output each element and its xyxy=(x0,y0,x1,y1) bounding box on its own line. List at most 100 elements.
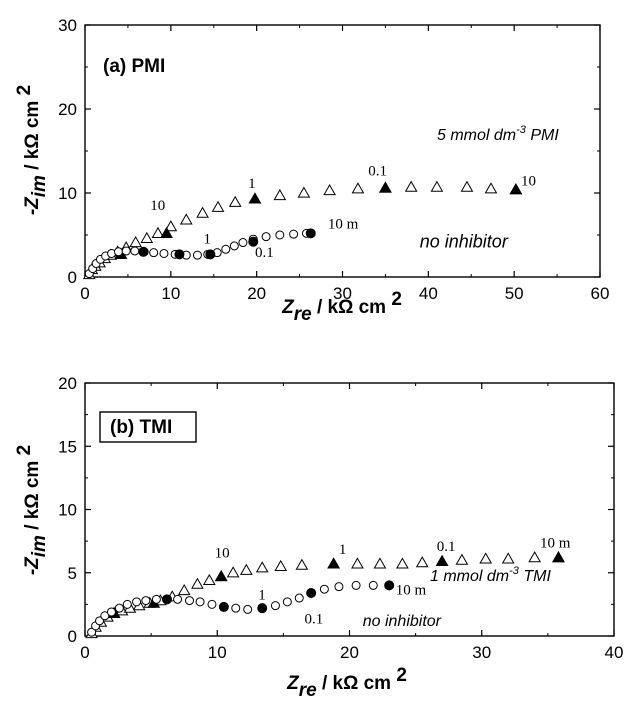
open-circle-point xyxy=(368,580,378,590)
open-circle-point xyxy=(113,247,123,257)
filled-circle-point xyxy=(161,594,172,605)
filled-circle-point xyxy=(205,249,216,260)
open-triangle-point xyxy=(430,180,444,192)
open-triangle-point xyxy=(455,553,469,565)
open-triangle-point xyxy=(140,231,154,243)
open-triangle-point xyxy=(373,557,387,569)
open-circle-point xyxy=(221,244,231,254)
frequency-label: 0.1 xyxy=(255,245,274,261)
open-triangle-point xyxy=(484,182,498,194)
open-circle-point xyxy=(184,596,194,606)
filled-circle-point xyxy=(248,236,259,247)
filled-circle-point xyxy=(218,601,229,612)
open-triangle-point xyxy=(528,551,542,563)
frequency-label: 1 xyxy=(258,587,266,603)
y-axis-label: -Zim / kΩ cm 2 xyxy=(14,445,50,575)
frequency-label: 10 xyxy=(150,198,165,214)
open-circle-point xyxy=(121,246,131,256)
open-circle-point xyxy=(122,599,132,609)
x-tick-label: 40 xyxy=(605,643,624,662)
panel-label: (b) TMI xyxy=(110,417,172,438)
open-circle-point xyxy=(351,580,361,590)
frequency-label: 10 xyxy=(215,546,230,562)
x-tick-label: 30 xyxy=(472,643,491,662)
y-tick-label: 15 xyxy=(58,437,77,456)
frequency-label: 10 m xyxy=(540,535,571,551)
open-triangle-point xyxy=(179,213,193,225)
frequency-label: 0.1 xyxy=(437,539,456,555)
open-circle-point xyxy=(192,250,202,260)
open-triangle-point xyxy=(323,183,336,196)
open-triangle-point xyxy=(228,195,242,207)
frequency-label: 0.1 xyxy=(305,611,324,627)
x-tick-label: 60 xyxy=(591,284,610,303)
filled-circle-point xyxy=(305,228,316,239)
open-circle-point xyxy=(289,229,299,239)
open-triangle-point xyxy=(501,552,515,564)
open-circle-point xyxy=(195,597,205,607)
frequency-label: 1 xyxy=(248,176,256,192)
filled-triangle-point xyxy=(435,554,449,566)
open-circle-point xyxy=(149,248,159,258)
open-circle-point xyxy=(282,597,292,607)
open-circle-point xyxy=(106,607,116,617)
x-tick-label: 20 xyxy=(340,643,359,662)
open-triangle-point xyxy=(129,236,143,248)
open-circle-point xyxy=(319,584,329,594)
filled-triangle-point xyxy=(160,226,173,238)
y-tick-label: 20 xyxy=(58,374,77,393)
open-triangle-point xyxy=(351,557,364,569)
filled-triangle-point xyxy=(552,551,565,563)
open-circle-point xyxy=(270,601,280,611)
y-tick-label: 0 xyxy=(68,627,77,646)
open-circle-point xyxy=(229,241,239,251)
open-triangle-point xyxy=(479,552,493,564)
filled-circle-point xyxy=(306,587,317,598)
frequency-label: 10 m xyxy=(328,216,359,232)
x-tick-label: 40 xyxy=(419,284,438,303)
x-tick-label: 0 xyxy=(80,643,89,662)
x-tick-label: 10 xyxy=(208,643,227,662)
frequency-label: 1 xyxy=(339,542,347,558)
open-triangle-point xyxy=(226,566,240,578)
y-tick-label: 0 xyxy=(68,268,77,287)
x-axis-label: Zre / kΩ cm 2 xyxy=(286,665,407,701)
x-tick-label: 10 xyxy=(161,284,180,303)
filled-triangle-point xyxy=(248,192,262,204)
open-circle-point xyxy=(238,238,248,248)
open-circle-point xyxy=(159,248,169,258)
open-circle-point xyxy=(87,627,97,637)
open-triangle-point xyxy=(295,558,309,570)
filled-circle-point xyxy=(138,246,149,257)
curve-label: no inhibitor xyxy=(420,232,509,252)
frequency-label: 10 xyxy=(521,173,536,189)
filled-triangle-point xyxy=(214,570,228,582)
open-circle-point xyxy=(132,597,142,607)
frequency-label: 1 xyxy=(203,231,211,247)
filled-circle-point xyxy=(257,603,268,614)
open-triangle-point xyxy=(297,186,311,198)
panel-b: 0 10 20 30 40 0 5 10 15 20 Zre / kΩ cm 2 -Zim / kΩ … xyxy=(14,374,623,701)
curve-label: no inhibitor xyxy=(363,613,442,630)
y-tick-label: 10 xyxy=(58,501,77,520)
open-circle-point xyxy=(114,603,124,613)
x-axis-label: Zre / kΩ cm 2 xyxy=(281,289,402,325)
open-circle-point xyxy=(231,603,241,613)
open-triangle-point xyxy=(274,559,288,572)
filled-triangle-point xyxy=(327,557,340,569)
open-triangle-point xyxy=(273,189,287,201)
open-circle-point xyxy=(294,593,304,603)
frequency-label: 0.1 xyxy=(368,163,387,179)
open-triangle-point xyxy=(191,577,204,589)
filled-triangle-point xyxy=(509,183,523,195)
open-triangle-point xyxy=(177,583,191,596)
open-triangle-point xyxy=(151,226,165,238)
open-triangle-point xyxy=(164,220,178,232)
x-tick-label: 20 xyxy=(247,284,266,303)
frequency-label: 10 m xyxy=(396,582,427,598)
series-label: 1 mmol dm-3 TMI xyxy=(430,565,551,585)
filled-triangle-point xyxy=(379,181,392,193)
open-triangle-point xyxy=(404,180,418,192)
